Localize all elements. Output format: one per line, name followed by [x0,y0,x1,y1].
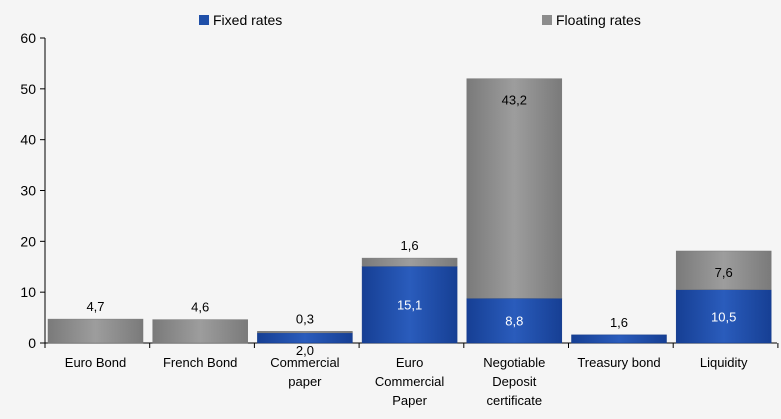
x-category-label: certificate [486,393,542,408]
bars [47,78,772,344]
data-label-floating: 7,6 [715,265,733,280]
data-label-floating: 43,2 [502,93,527,108]
bar-floating [361,257,458,267]
y-tick-label: 10 [20,284,36,300]
bar-floating [257,331,353,334]
bar-fixed [257,332,353,344]
bar-fixed [466,298,563,344]
x-axis-labels: Euro Bond French Bond Commercial paper Euro C… [65,355,748,408]
data-label-floating: 4,6 [191,300,209,315]
x-category-label: Commercial [270,355,339,370]
data-label-floating: 0,3 [296,311,314,326]
data-label-fixed: 10,5 [711,309,736,324]
data-label-fixed: 15,1 [397,298,422,313]
bar-floating [675,250,772,290]
x-category-label: paper [288,374,322,389]
legend: Fixed rates Floating rates [199,12,641,28]
legend-swatch-floating [542,15,552,25]
data-labels: 4,7 4,6 2,0 0,3 15,1 1,6 8,8 43,2 1,6 10,5 7,6 [86,93,736,358]
x-category-label: Paper [392,393,427,408]
x-category-label: Euro Bond [65,355,126,370]
x-category-label: Euro [396,355,423,370]
data-label-fixed: 1,6 [610,315,628,330]
data-label-floating: 4,7 [86,299,104,314]
y-tick-label: 60 [20,30,36,46]
y-tick-label: 40 [20,132,36,148]
x-category-label: Negotiable [483,355,545,370]
bar-fixed [571,334,667,344]
x-category-label: Deposit [492,374,536,389]
bar-fixed [361,265,458,344]
data-label-fixed: 8,8 [505,314,523,329]
data-label-fixed: 2,0 [296,343,314,358]
y-tick-label: 0 [28,335,36,351]
data-label-floating: 1,6 [401,238,419,253]
bar-floating [47,318,144,344]
x-category-label: Commercial [375,374,444,389]
legend-label-floating: Floating rates [556,12,641,28]
bar-floating [466,78,563,299]
x-category-label: Liquidity [700,355,748,370]
legend-swatch-fixed [199,15,209,25]
bar-fixed [675,289,772,344]
x-category-label: Treasury bond [577,355,660,370]
x-category-label: French Bond [163,355,237,370]
bar-floating [152,319,248,344]
y-tick-label: 50 [20,81,36,97]
y-tick-label: 20 [20,233,36,249]
legend-label-fixed: Fixed rates [213,12,282,28]
y-tick-label: 30 [20,183,36,199]
